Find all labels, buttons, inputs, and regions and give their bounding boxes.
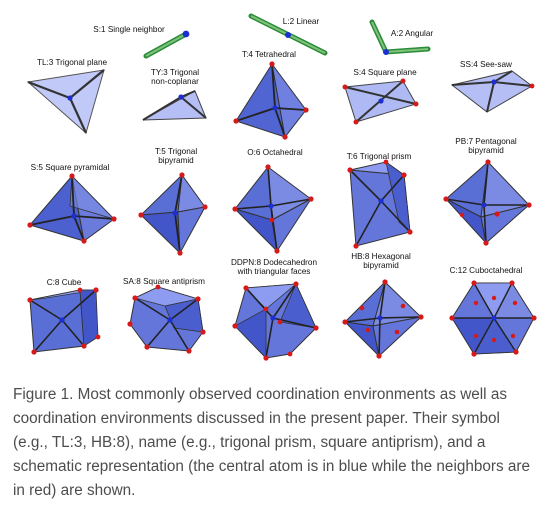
label-pb7-line2: bipyramid — [468, 146, 504, 155]
shape-l2 — [248, 13, 328, 56]
shape-ty3 — [142, 90, 207, 121]
label-t5: T:5 Trigonal bipyramid — [155, 147, 197, 165]
shape-t5 — [138, 172, 208, 256]
shape-s1 — [143, 30, 190, 59]
label-sa8: SA:8 Square antiprism — [123, 277, 205, 286]
label-t4: T:4 Tetrahedral — [241, 50, 297, 59]
label-tl3: TL:3 Trigonal plane — [36, 58, 108, 67]
shape-pb7 — [443, 159, 532, 246]
label-t5-line1: T:5 Trigonal — [154, 147, 198, 156]
label-ty3: TY:3 Trigonal non-coplanar — [151, 68, 199, 86]
label-hb8: HB:8 Hexagonal bipyramid — [351, 252, 411, 270]
shape-c8 — [27, 287, 101, 355]
label-ss4: SS:4 See-saw — [460, 60, 512, 69]
shape-s5 — [27, 173, 117, 244]
label-pb7: PB:7 Pentagonal bipyramid — [455, 137, 516, 155]
label-ddpn8: DDPN:8 Dodecahedron with triangular face… — [231, 258, 317, 276]
figure-1: S:1 Single neighbor L:2 Linear A:2 Angul… — [26, 13, 537, 361]
shape-s4 — [342, 78, 419, 125]
label-s4: S:4 Square plane — [353, 68, 417, 77]
label-s1: S:1 Single neighbor — [93, 25, 165, 34]
label-o6: O:6 Octahedral — [247, 148, 303, 157]
label-l2: L:2 Linear — [282, 17, 320, 26]
label-ddpn8-line1: DDPN:8 Dodecahedron — [230, 258, 318, 267]
shape-sa8 — [127, 284, 206, 354]
label-ty3-line1: TY:3 Trigonal — [150, 68, 200, 77]
label-s5: S:5 Square pyramidal — [30, 163, 110, 172]
label-ty3-line2: non-coplanar — [151, 77, 199, 86]
label-t5-line2: bipyramid — [158, 156, 194, 165]
shape-a2 — [369, 19, 431, 55]
figure-caption: Figure 1. Most commonly observed coordin… — [13, 386, 530, 499]
label-c12: C:12 Cuboctahedral — [449, 266, 523, 275]
label-a2: A:2 Angular — [390, 29, 434, 38]
label-hb8-line2: bipyramid — [363, 261, 399, 270]
label-hb8-line1: HB:8 Hexagonal — [351, 252, 411, 261]
shape-ddpn8 — [232, 281, 319, 361]
label-pb7-line1: PB:7 Pentagonal — [455, 137, 517, 146]
shape-ss4 — [450, 70, 535, 113]
shape-tl3 — [26, 69, 105, 134]
shape-o6 — [232, 164, 314, 254]
shape-t4 — [233, 61, 309, 140]
shape-c12 — [449, 280, 537, 357]
shape-hb8 — [342, 279, 424, 359]
label-c8: C:8 Cube — [46, 278, 82, 287]
label-t6: T:6 Trigonal prism — [346, 152, 412, 161]
label-ddpn8-line2: with triangular faces — [237, 267, 311, 276]
polyhedra-illustration — [26, 13, 537, 361]
shape-t6 — [347, 159, 413, 249]
